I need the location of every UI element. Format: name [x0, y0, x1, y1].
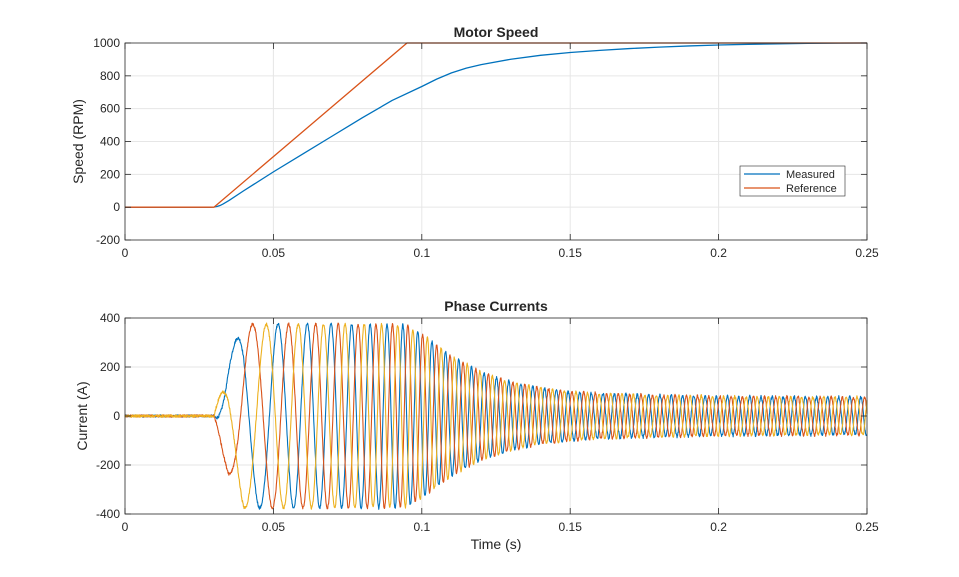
x-tick-label: 0.2 [710, 246, 727, 260]
y-tick-label: 400 [100, 311, 120, 325]
legend-box [739, 165, 846, 197]
current-lines [124, 322, 868, 510]
y-tick-label: 0 [113, 409, 120, 423]
speed-y-ticks: -200 0 200 400 600 800 1000 [93, 36, 867, 247]
speed-title: Motor Speed [454, 24, 539, 40]
phase-current-series-1 [124, 322, 868, 510]
current-y-ticks: -400 -200 0 200 400 [96, 311, 867, 521]
x-tick-label: 0.05 [262, 520, 286, 534]
x-tick-label: 0.25 [855, 520, 879, 534]
speed-x-ticks: 0 0.05 0.1 0.15 0.2 0.25 [122, 43, 879, 260]
y-tick-label: 600 [100, 102, 120, 116]
current-x-label: Time (s) [471, 536, 522, 552]
y-tick-label: 200 [100, 360, 120, 374]
y-tick-label: 800 [100, 69, 120, 83]
phase-current-series-2 [124, 322, 868, 510]
speed-axes: 0 0.05 0.1 0.15 0.2 0.25 -2000200400600800100… [70, 24, 879, 260]
y-tick-label: -400 [96, 507, 120, 521]
x-tick-label: 0.2 [710, 520, 727, 534]
current-x-ticks: 0 0.05 0.1 0.15 0.2 0.25 [122, 318, 879, 534]
x-tick-label: 0.25 [855, 246, 879, 260]
x-tick-label: 0.1 [413, 520, 430, 534]
speed-y-label: Speed (RPM) [70, 99, 86, 184]
speed-legend: Measured Reference [739, 165, 846, 197]
x-tick-label: 0.05 [262, 246, 286, 260]
legend-reference-label: Reference [786, 183, 837, 195]
current-title: Phase Currents [444, 298, 548, 314]
y-tick-label: -200 [96, 458, 120, 472]
x-tick-label: 0 [122, 520, 129, 534]
y-tick-label: 400 [100, 135, 120, 149]
legend-measured-label: Measured [786, 169, 835, 181]
y-tick-label: 200 [100, 167, 120, 181]
current-y-label: Current (A) [74, 381, 90, 450]
x-tick-label: 0 [122, 246, 129, 260]
phase-current-series-3 [124, 322, 868, 510]
y-tick-label: -200 [96, 233, 120, 247]
y-tick-label: 0 [113, 200, 120, 214]
y-tick-label: 1000 [93, 36, 120, 50]
x-tick-label: 0.1 [413, 246, 430, 260]
x-tick-label: 0.15 [559, 520, 583, 534]
x-tick-label: 0.15 [559, 246, 583, 260]
current-axes: 0 0.05 0.1 0.15 0.2 0.25 -400 -200 0 200 400 Phas… [74, 298, 879, 552]
